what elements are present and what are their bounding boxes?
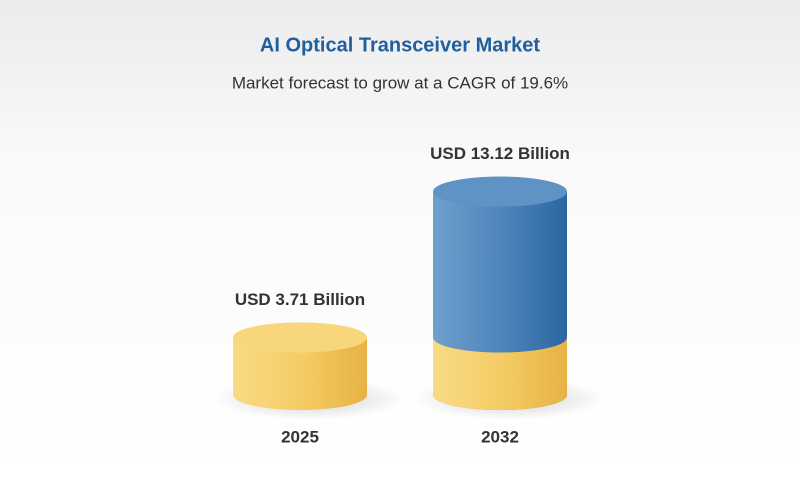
x-tick-label: 2032 — [481, 427, 519, 446]
x-tick-label: 2025 — [281, 427, 319, 446]
cylinder-top — [233, 322, 367, 353]
cylinder-top — [433, 176, 567, 207]
chart-subtitle: Market forecast to grow at a CAGR of 19.… — [232, 73, 568, 92]
chart-title: AI Optical Transceiver Market — [260, 34, 540, 56]
base-segment — [433, 337, 567, 410]
value-label: USD 13.12 Billion — [430, 144, 570, 163]
value-label: USD 3.71 Billion — [235, 290, 365, 309]
